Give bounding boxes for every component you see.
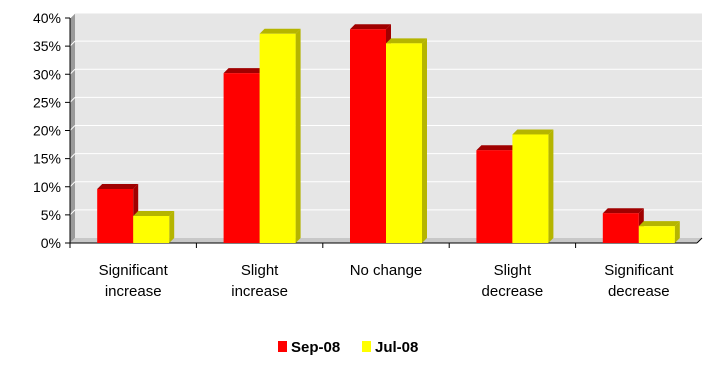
gridline — [69, 125, 76, 131]
bar — [386, 38, 427, 243]
bar-side-face — [169, 211, 175, 243]
bar-front-face — [512, 134, 549, 243]
bar — [638, 221, 680, 243]
gridline — [69, 12, 76, 19]
legend-swatch — [278, 341, 287, 352]
gridline — [69, 209, 76, 216]
bar-top-face — [133, 211, 175, 216]
bar-front-face — [602, 213, 639, 243]
x-category-label: Significant increase — [99, 262, 169, 300]
y-tick-label: 35% — [33, 38, 61, 54]
bar-top-face — [512, 129, 554, 135]
bar-top-face — [223, 68, 265, 74]
bar-side-face — [548, 129, 554, 243]
x-category-label: No change — [350, 262, 423, 279]
bar-top-face — [259, 28, 301, 34]
x-category-labels: Significant increase Slight increase No chan… — [99, 262, 675, 300]
bar — [97, 184, 139, 243]
bar-front-face — [133, 216, 170, 243]
y-tick-label: 0% — [41, 235, 61, 251]
bar-side-face — [295, 28, 301, 243]
y-tick-label: 40% — [33, 10, 61, 26]
bar-front-face — [259, 33, 296, 243]
bar-top-face — [476, 145, 518, 151]
gridline — [69, 40, 76, 47]
bar — [223, 68, 265, 243]
bar-front-face — [638, 226, 675, 243]
bar-front-face — [386, 43, 422, 243]
bar-front-face — [223, 73, 260, 243]
bar-front-face — [350, 29, 386, 243]
bars — [97, 24, 680, 243]
y-tick-labels: 0% 5% 10% 15% 20% 25% 30% 35% 40% — [33, 10, 61, 251]
gridline — [69, 181, 76, 188]
y-tick-label: 5% — [41, 207, 61, 223]
bar — [512, 129, 554, 243]
bar-top-face — [97, 184, 139, 189]
gridline — [69, 97, 76, 103]
legend-item: Sep-08 — [278, 339, 340, 356]
bar-top-face — [602, 208, 644, 214]
legend-label: Sep-08 — [291, 339, 340, 356]
bar-front-face — [97, 189, 134, 243]
y-tick-label: 25% — [33, 94, 61, 110]
legend-label: Jul-08 — [375, 339, 418, 356]
legend-swatch — [362, 341, 371, 352]
gridline — [69, 153, 76, 159]
x-category-label: Slight increase — [231, 262, 288, 300]
y-tick-label: 15% — [33, 151, 61, 167]
bar-top-face — [350, 24, 391, 30]
y-tick-label: 10% — [33, 179, 61, 195]
y-tick-label: 20% — [33, 123, 61, 139]
bar — [476, 145, 518, 243]
legend-item: Jul-08 — [362, 339, 418, 356]
x-category-label: Significant decrease — [604, 262, 674, 300]
bar — [602, 208, 644, 243]
bar-top-face — [638, 221, 680, 227]
bar-top-face — [386, 38, 427, 44]
bar — [350, 24, 391, 243]
x-axis-line — [696, 237, 703, 244]
bar — [259, 28, 301, 243]
bar-front-face — [476, 150, 513, 243]
legend: Sep-08 Jul-08 — [278, 339, 418, 356]
bar-side-face — [674, 221, 680, 243]
y-tick-label: 30% — [33, 66, 61, 82]
bar — [133, 211, 175, 243]
gridline — [69, 68, 76, 75]
x-category-label: Slight decrease — [482, 262, 544, 300]
bar-side-face — [422, 38, 427, 243]
